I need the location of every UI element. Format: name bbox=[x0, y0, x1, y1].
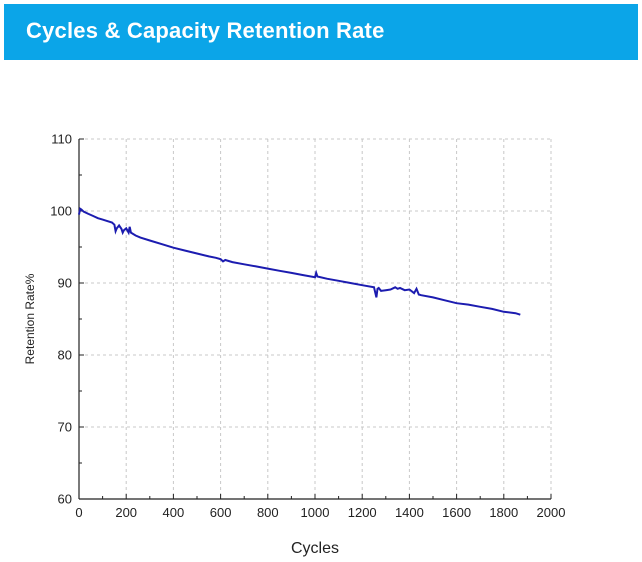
x-tick-label: 600 bbox=[210, 505, 232, 520]
y-tick-label: 60 bbox=[58, 492, 72, 507]
y-tick-label: 80 bbox=[58, 348, 72, 363]
y-tick-label: 110 bbox=[51, 132, 72, 147]
y-tick-label: 90 bbox=[58, 276, 72, 291]
x-tick-label: 1400 bbox=[395, 505, 424, 520]
grid-lines bbox=[79, 138, 552, 499]
x-tick-label: 0 bbox=[75, 505, 82, 520]
page-title: Cycles & Capacity Retention Rate bbox=[26, 18, 385, 43]
x-axis-label: Cycles bbox=[291, 540, 339, 557]
tick-labels: 0 200 400 600 800 1000 1200 1400 1600 1800 2000 60 7… bbox=[50, 132, 565, 521]
x-tick-label: 1800 bbox=[489, 505, 518, 520]
x-tick-label: 800 bbox=[257, 505, 279, 520]
x-tick-label: 2000 bbox=[537, 505, 566, 520]
y-axis-label: Retention Rate% bbox=[23, 273, 37, 364]
y-tick-label: 70 bbox=[58, 420, 72, 435]
x-tick-label: 1600 bbox=[442, 505, 471, 520]
x-tick-label: 400 bbox=[163, 505, 185, 520]
header-banner: Cycles & Capacity Retention Rate bbox=[4, 4, 638, 60]
x-tick-label: 1200 bbox=[348, 505, 377, 520]
y-tick-label: 100 bbox=[50, 204, 72, 219]
x-tick-label: 200 bbox=[115, 505, 137, 520]
x-tick-label: 1000 bbox=[301, 505, 330, 520]
series-line bbox=[78, 207, 521, 316]
axes bbox=[78, 138, 552, 500]
